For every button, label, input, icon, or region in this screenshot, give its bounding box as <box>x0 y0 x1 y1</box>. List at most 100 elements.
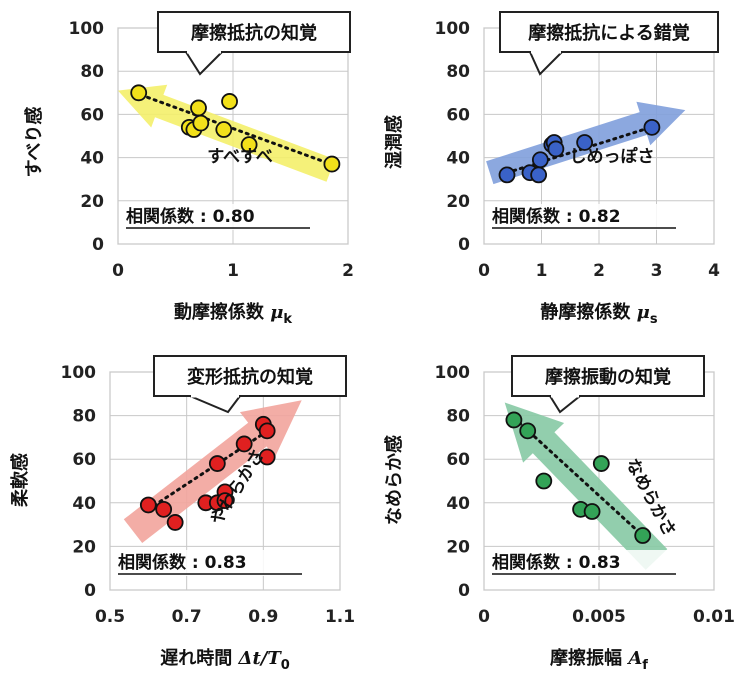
y-tick-label: 20 <box>446 537 470 557</box>
trend-line <box>139 93 333 166</box>
correlation-bg <box>122 204 314 230</box>
y-axis-label: 湿潤感 <box>383 115 405 169</box>
callout-box <box>499 11 719 53</box>
correlation-bg <box>488 204 680 230</box>
arrow-label: すべすべ <box>207 147 273 167</box>
y-tick-label: 100 <box>435 19 471 39</box>
trend-line <box>505 125 653 175</box>
chart-title: 変形抵抗の知覚 <box>187 366 313 388</box>
x-tick-label: 1 <box>536 261 548 281</box>
x-tick-label: 4 <box>708 261 720 281</box>
correlation-value: 0.82 <box>579 207 621 227</box>
data-point <box>208 455 226 472</box>
x-tick-label: 0.01 <box>693 607 735 627</box>
trend-line <box>512 416 647 540</box>
correlation-value: 0.83 <box>579 553 621 573</box>
data-point <box>323 155 341 173</box>
x-tick-label: 3 <box>651 261 663 281</box>
x-tick-label: 0.9 <box>248 607 278 627</box>
data-point <box>166 514 184 531</box>
x-tick-label: 0 <box>112 261 124 281</box>
y-tick-label: 80 <box>446 62 470 82</box>
data-point <box>519 422 537 440</box>
y-tick-label: 100 <box>435 363 471 383</box>
y-tick-label: 0 <box>92 235 104 255</box>
data-point <box>190 99 207 117</box>
data-point <box>530 166 548 184</box>
y-tick-label: 60 <box>446 105 470 125</box>
chart-title: 摩擦抵抗による錯覚 <box>528 22 689 44</box>
callout-box <box>153 355 347 397</box>
data-point <box>215 121 233 138</box>
y-tick-label: 60 <box>446 450 470 470</box>
x-tick-label: 2 <box>593 261 605 281</box>
x-tick-label: 0.5 <box>95 607 125 627</box>
x-tick-label: 0.005 <box>572 607 626 627</box>
x-axis-label: 遅れ時間 Δt/T0 <box>160 648 290 673</box>
x-tick-label: 1 <box>227 261 239 281</box>
x-tick-label: 1.1 <box>325 607 355 627</box>
data-point <box>576 134 594 151</box>
callout-box <box>511 355 705 397</box>
y-axis-label: すべり感 <box>23 107 45 178</box>
data-point <box>547 140 565 158</box>
correlation-label: 相関係数 : 0.80 <box>126 206 255 227</box>
y-tick-label: 80 <box>80 62 104 82</box>
x-tick-label: 0 <box>478 607 490 627</box>
arrow-label: しめっぽさ <box>570 146 655 167</box>
correlation-label: 相関係数 : 0.82 <box>492 206 621 227</box>
y-tick-label: 40 <box>446 149 470 169</box>
chart-title: 摩擦振動の知覚 <box>545 366 671 388</box>
correlation-value: 0.80 <box>213 207 255 227</box>
data-point <box>583 503 601 520</box>
y-tick-label: 20 <box>446 192 470 212</box>
chart-title: 摩擦抵抗の知覚 <box>191 22 317 44</box>
y-tick-label: 40 <box>446 494 470 514</box>
data-point <box>130 84 148 102</box>
x-tick-label: 0.7 <box>172 607 202 627</box>
correlation-bg <box>114 550 306 576</box>
y-tick-label: 100 <box>61 363 97 383</box>
x-tick-label: 2 <box>342 261 354 281</box>
x-axis-label: 静摩擦係数 μs <box>540 301 657 327</box>
data-point <box>192 114 210 132</box>
data-point <box>535 472 553 490</box>
y-tick-label: 40 <box>72 494 96 514</box>
data-point <box>498 166 516 184</box>
data-point <box>155 500 173 518</box>
data-point <box>258 448 276 466</box>
y-tick-label: 100 <box>69 19 105 39</box>
y-tick-label: 0 <box>458 235 470 255</box>
y-tick-label: 0 <box>458 581 470 601</box>
data-point <box>634 527 652 544</box>
y-tick-label: 60 <box>72 450 96 470</box>
y-axis-label: 柔軟感 <box>9 453 31 507</box>
y-tick-label: 20 <box>80 192 104 212</box>
y-tick-label: 80 <box>446 407 470 427</box>
data-point <box>221 93 238 110</box>
y-tick-label: 80 <box>72 407 96 427</box>
callout-box <box>157 11 351 53</box>
x-axis-label: 摩擦振幅 Af <box>550 647 648 673</box>
y-tick-label: 60 <box>80 105 104 125</box>
data-point <box>139 496 157 514</box>
y-tick-label: 40 <box>80 149 104 169</box>
x-tick-label: 0 <box>478 261 490 281</box>
correlation-value: 0.83 <box>205 553 247 573</box>
correlation-label: 相関係数 : 0.83 <box>492 552 621 573</box>
correlation-label: 相関係数 : 0.83 <box>118 552 247 573</box>
data-point <box>216 492 234 510</box>
direction-arrow <box>504 402 668 570</box>
y-axis-label: なめらか感 <box>383 435 405 525</box>
data-point <box>505 411 523 429</box>
data-point <box>258 422 276 440</box>
data-point <box>235 435 253 453</box>
x-axis-label: 動摩擦係数 μk <box>174 301 292 327</box>
data-point <box>531 151 549 169</box>
data-point <box>643 118 661 136</box>
